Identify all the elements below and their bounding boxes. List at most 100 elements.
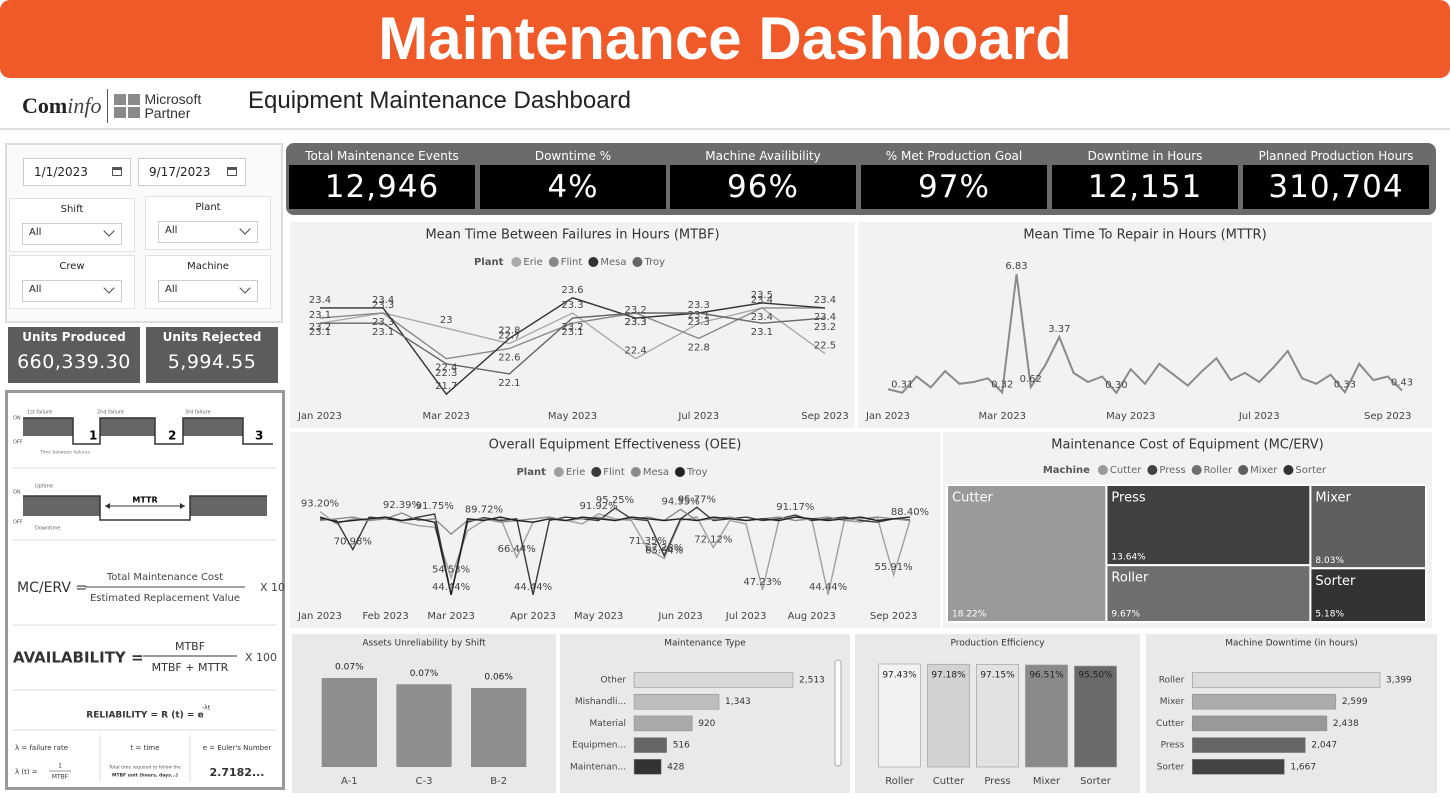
card-label: Units Rejected: [162, 330, 262, 344]
slicer: Crew All: [9, 255, 135, 309]
data-label: 65.64%: [645, 546, 683, 557]
legend-label: Erie: [566, 467, 585, 478]
treemap-cell: [1309, 484, 1427, 570]
kpi-label: Planned Production Hours: [1258, 149, 1414, 163]
bar: [633, 693, 720, 710]
data-label: 2,513: [799, 676, 825, 686]
data-label: 95.50%: [1078, 671, 1113, 681]
x-tick-label: A-1: [341, 776, 358, 787]
kpi-value: 310,704: [1243, 165, 1429, 209]
data-label: 22.4: [624, 346, 646, 357]
data-label: 23.3: [372, 300, 394, 311]
shift-bar-chart: Assets Unreliability by Shift 0.07% A-1 0.0…: [292, 634, 556, 793]
formula-text: t = time: [131, 744, 160, 752]
diagram-label: MTTR: [132, 496, 157, 505]
data-label: 95.25%: [596, 495, 634, 506]
x-tick-label: Mar 2023: [427, 611, 475, 622]
data-label: 70.98%: [334, 537, 372, 548]
date-end[interactable]: 9/17/2023: [138, 158, 246, 186]
cell-value: 13.64%: [1111, 553, 1146, 563]
dropdown[interactable]: All: [22, 280, 122, 302]
data-label: 22.4: [435, 363, 457, 374]
y-tick-label: Equipmen...: [572, 741, 626, 751]
legend-label: Erie: [523, 257, 542, 268]
bar: [976, 663, 1019, 768]
data-label: 23.6: [561, 285, 583, 296]
bar: [878, 663, 921, 768]
formula-text: MTBF: [175, 640, 205, 653]
legend-marker: [1283, 465, 1294, 475]
x-tick-label: Jul 2023: [725, 611, 767, 622]
dropdown[interactable]: All: [158, 221, 258, 243]
data-label: 920: [698, 719, 715, 729]
x-tick-label: Aug 2023: [788, 611, 836, 622]
kpi-value: 12,151: [1052, 165, 1238, 209]
series-line: [319, 516, 911, 595]
data-label: 23.1: [372, 327, 394, 338]
data-label: 23.1: [309, 327, 331, 338]
data-label: 23.1: [561, 327, 583, 338]
kpi-value: 96%: [670, 165, 856, 209]
data-label: 47.23%: [743, 577, 781, 588]
slicer-label: Plant: [195, 202, 221, 213]
x-tick-label: B-2: [490, 776, 507, 787]
data-label: 22.5: [814, 341, 836, 352]
x-tick-label: Mar 2023: [423, 411, 471, 422]
series-line: [320, 312, 826, 375]
legend-marker: [511, 257, 522, 267]
x-tick-label: Feb 2023: [362, 611, 408, 622]
data-label: 1,343: [725, 697, 751, 707]
kpi-card: Downtime % 4%: [480, 147, 666, 211]
unit-card: Units Rejected 5,994.55: [146, 327, 278, 383]
data-label: 0.30: [1105, 380, 1127, 391]
x-tick-label: Mar 2023: [978, 411, 1025, 422]
bar: [1192, 672, 1381, 688]
axis-label: ON: [13, 490, 21, 496]
data-label: 44.44%: [809, 582, 847, 593]
formula-panel: ON OFF 1st failure 2nd failure 3rd failu…: [5, 390, 285, 790]
bar: [633, 672, 794, 688]
panel-border: [5, 390, 285, 790]
maintenance-type-chart: Maintenance Type Other Mishandli... Materia…: [560, 634, 850, 793]
x-tick-label: Sep 2023: [801, 411, 848, 422]
data-label: 22.1: [498, 378, 520, 389]
data-label: 23.4: [814, 295, 836, 306]
cell-value: 5.18%: [1315, 610, 1344, 620]
formula-text: MC/ERV =: [17, 580, 87, 596]
cell-label: Mixer: [1315, 491, 1351, 506]
series-line: [887, 273, 1403, 395]
bar: [1192, 715, 1328, 732]
unit-card: Units Produced 660,339.30: [8, 327, 140, 383]
dropdown[interactable]: All: [158, 280, 258, 302]
cell-label: Press: [1111, 491, 1145, 506]
kpi-label: Downtime in Hours: [1087, 149, 1203, 163]
bar: [1192, 693, 1337, 710]
x-tick-label: Sorter: [1080, 776, 1112, 787]
data-label: 96.51%: [1029, 671, 1064, 681]
formula-text: -λt: [202, 705, 211, 712]
kpi-label: % Met Production Goal: [885, 149, 1023, 163]
data-label: 54.53%: [432, 565, 470, 576]
y-tick-label: Cutter: [1156, 719, 1185, 729]
mtbf-chart: Mean Time Between Failures in Hours (MTB…: [290, 222, 855, 428]
data-label: 1,667: [1290, 762, 1316, 772]
bar: [1192, 737, 1306, 753]
data-label: 97.15%: [980, 671, 1015, 681]
data-label: 22.8: [498, 325, 520, 336]
card-value: 5,994.55: [167, 351, 257, 373]
axis-label: ON: [13, 416, 21, 422]
dropdown[interactable]: All: [22, 223, 122, 245]
data-label: 22.3: [435, 368, 457, 379]
data-label: 23.3: [688, 317, 710, 328]
data-label: 22.6: [498, 353, 520, 364]
legend: Plant Erie Flint Mesa Troy: [474, 257, 665, 268]
kpi-value: 97%: [861, 165, 1047, 209]
cell-value: 18.22%: [952, 610, 987, 620]
chart-title: Mean Time Between Failures in Hours (MTB…: [425, 228, 719, 243]
bar: [471, 688, 527, 767]
y-tick-label: Mixer: [1160, 697, 1185, 707]
date-start[interactable]: 1/1/2023: [23, 158, 131, 186]
bar: [1025, 664, 1068, 768]
x-tick-label: Cutter: [933, 776, 965, 787]
treemap-chart: Maintenance Cost of Equipment (MC/ERV) Ma…: [943, 432, 1432, 628]
